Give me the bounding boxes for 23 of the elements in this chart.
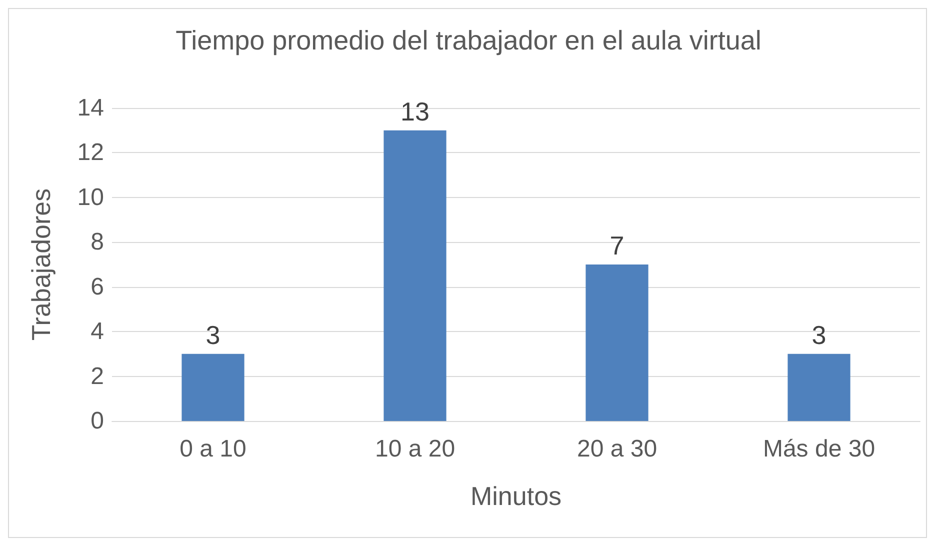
y-tick-label: 14 xyxy=(77,94,104,122)
bar xyxy=(182,354,244,421)
y-tick-label: 2 xyxy=(90,362,104,390)
bar xyxy=(788,354,850,421)
y-tick-label: 10 xyxy=(77,184,104,211)
bar xyxy=(384,130,446,421)
y-tick-label: 6 xyxy=(90,273,104,300)
x-tick-label: 0 a 10 xyxy=(180,436,246,462)
x-tick-label: Más de 30 xyxy=(762,436,876,462)
x-axis-title: Minutos xyxy=(470,481,562,511)
y-tick-label: 0 xyxy=(90,408,104,434)
bar xyxy=(586,264,648,421)
x-tick-label: 20 a 30 xyxy=(576,436,658,462)
y-axis-title: Trabajadores xyxy=(26,188,56,341)
data-label: 7 xyxy=(610,230,624,260)
data-label: 13 xyxy=(400,96,430,126)
y-tick-label: 4 xyxy=(90,318,104,346)
y-tick-label: 12 xyxy=(77,139,104,166)
data-label: 3 xyxy=(206,320,220,350)
chart-title: Tiempo promedio del trabajador en el aula virtual xyxy=(176,26,762,56)
data-label: 3 xyxy=(812,320,826,350)
y-tick-label: 8 xyxy=(90,228,104,256)
x-tick-label: 10 a 20 xyxy=(374,436,456,462)
